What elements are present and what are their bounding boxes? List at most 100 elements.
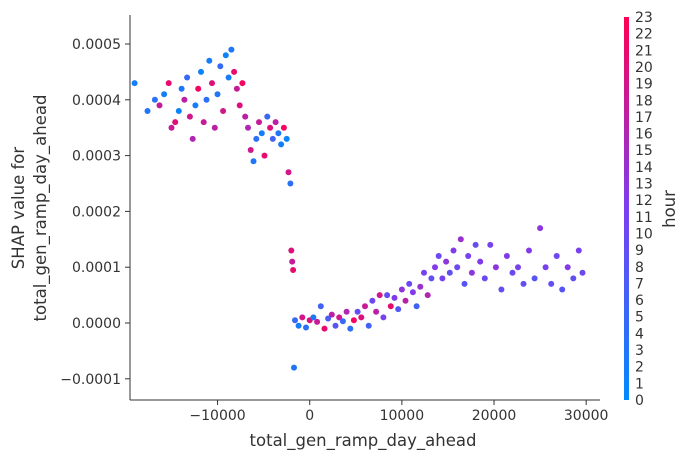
colorbar-tick-label: 17	[635, 110, 653, 126]
data-point	[369, 297, 376, 304]
y-tick-label: 0.0003	[72, 149, 121, 165]
x-tick-label: 0	[305, 408, 314, 424]
data-point	[206, 57, 213, 64]
data-point	[317, 303, 324, 310]
data-point	[200, 119, 207, 126]
data-point	[472, 241, 479, 248]
data-point	[247, 147, 254, 153]
x-tick-label: −10000	[189, 408, 245, 424]
data-point	[291, 364, 297, 371]
data-point	[275, 130, 282, 137]
data-point	[435, 253, 442, 259]
data-point	[579, 269, 586, 276]
data-point	[285, 169, 292, 176]
colorbar-tick-label: 18	[635, 93, 653, 109]
colorbar-tick-label: 5	[635, 310, 644, 326]
data-point	[450, 247, 457, 254]
y-tick-label: 0.0001	[72, 260, 121, 276]
data-point	[526, 247, 532, 254]
data-point	[151, 96, 158, 103]
colorbar-tick-label: 14	[635, 160, 653, 176]
colorbar-tick-label: 9	[635, 243, 644, 259]
colorbar-tick-label: 10	[635, 226, 653, 242]
data-point	[564, 264, 571, 271]
colorbar-tick-label: 4	[635, 326, 644, 342]
data-point	[413, 303, 420, 310]
data-point	[515, 264, 521, 271]
data-point	[553, 253, 560, 259]
data-point	[269, 135, 276, 142]
colorbar-tick-label: 6	[635, 293, 644, 309]
colorbar-tick-label: 23	[635, 10, 653, 26]
data-point	[258, 130, 265, 137]
y-tick-label: 0.0004	[72, 93, 121, 109]
data-point	[239, 80, 246, 87]
data-point	[398, 286, 405, 293]
data-point	[498, 286, 505, 293]
data-point	[214, 91, 221, 98]
data-point	[242, 113, 249, 120]
data-point	[492, 264, 499, 271]
colorbar-tick-label: 12	[635, 193, 653, 209]
y-tick-label: −0.0001	[60, 372, 121, 388]
data-point	[310, 314, 317, 321]
data-point	[457, 236, 464, 243]
data-point	[203, 96, 210, 103]
data-point	[225, 74, 232, 81]
data-point	[272, 119, 279, 126]
y-axis-ticks: −0.0001 0.0000 0.0001 0.0002 0.0003 0.0004 0.0…	[60, 37, 130, 388]
data-point	[376, 292, 383, 299]
data-point	[195, 85, 202, 92]
data-point	[531, 275, 538, 282]
data-point	[503, 253, 510, 259]
data-point	[209, 80, 215, 87]
data-point	[373, 308, 380, 315]
data-point	[228, 46, 235, 53]
data-point	[198, 68, 204, 75]
data-point	[362, 303, 368, 310]
data-point	[261, 152, 268, 159]
x-tick-label: 10000	[380, 408, 425, 424]
data-point	[454, 264, 461, 271]
data-point	[365, 322, 372, 329]
scatter-points	[131, 46, 586, 371]
data-point	[211, 124, 218, 131]
data-point	[559, 286, 566, 293]
data-point	[339, 318, 346, 325]
data-point	[465, 253, 472, 259]
data-point	[391, 294, 398, 301]
data-point	[468, 269, 475, 276]
data-point	[380, 314, 387, 321]
data-point	[417, 283, 424, 290]
data-point	[292, 317, 298, 324]
plot-area: −10000 0 10000 20000 30000 −0.0001 0.0000 0.00…	[60, 15, 608, 424]
data-point	[156, 102, 163, 109]
data-point	[402, 297, 409, 304]
colorbar-tick-label: 19	[635, 77, 653, 93]
y-axis-title-line2: total_gen_ramp_day_ahead	[31, 95, 51, 322]
y-axis-title-line1: SHAP value for	[9, 147, 28, 270]
data-point	[250, 158, 257, 165]
data-point	[295, 322, 302, 329]
x-tick-label: 30000	[564, 408, 609, 424]
data-point	[443, 258, 450, 265]
data-point	[570, 275, 577, 282]
data-point	[384, 292, 391, 299]
data-point	[347, 325, 354, 332]
data-point	[406, 280, 413, 287]
colorbar-tick-label: 1	[635, 376, 644, 392]
colorbar-tick-label: 20	[635, 60, 653, 76]
data-point	[288, 247, 295, 254]
data-point	[267, 124, 274, 131]
data-point	[439, 275, 446, 282]
data-point	[303, 324, 309, 331]
data-point	[192, 102, 199, 109]
data-point	[542, 264, 549, 271]
x-axis-ticks: −10000 0 10000 20000 30000	[189, 400, 608, 424]
data-point	[289, 258, 296, 265]
y-tick-label: 0.0000	[72, 316, 121, 332]
colorbar-tick-label: 7	[635, 276, 644, 292]
